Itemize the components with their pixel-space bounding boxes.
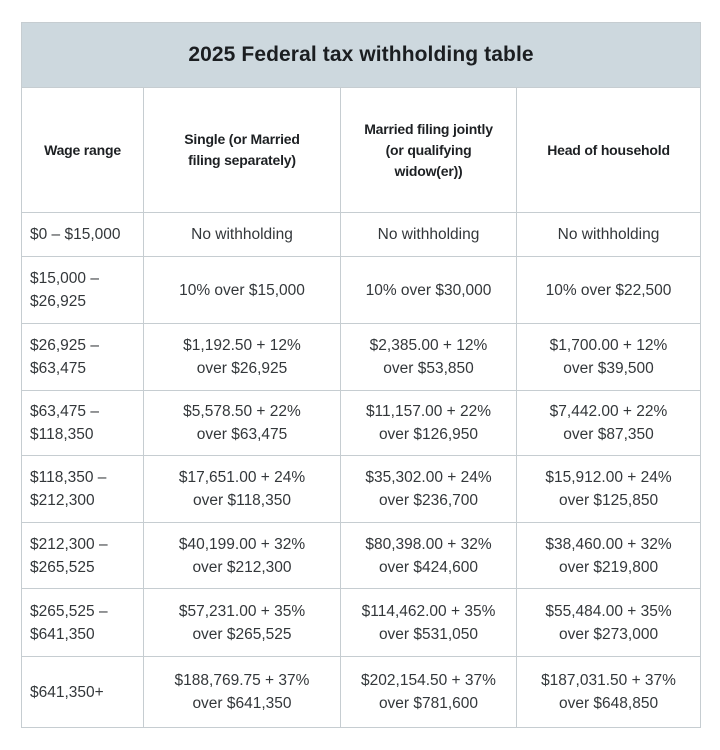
table-row: $63,475 – $118,350 $5,578.50 + 22% over …: [21, 390, 702, 456]
table-title: 2025 Federal tax withholding table: [20, 22, 702, 88]
table-title-row: 2025 Federal tax withholding table: [20, 22, 702, 88]
head-of-household-cell: $55,484.00 + 35% over $273,000: [515, 588, 702, 657]
head-of-household-cell: 10% over $22,500: [515, 256, 702, 324]
married-jointly-cell: No withholding: [340, 212, 517, 257]
table-row: $212,300 – $265,525 $40,199.00 + 32% ove…: [21, 522, 702, 589]
married-jointly-cell: $2,385.00 + 12% over $53,850: [340, 323, 517, 391]
single-cell: 10% over $15,000: [143, 256, 341, 324]
wage-range-cell: $212,300 – $265,525: [21, 522, 144, 589]
table-row: $265,525 – $641,350 $57,231.00 + 35% ove…: [21, 588, 702, 657]
married-jointly-cell: $114,462.00 + 35% over $531,050: [340, 588, 517, 657]
single-cell: No withholding: [143, 212, 341, 257]
single-cell: $1,192.50 + 12% over $26,925: [143, 323, 341, 391]
column-header-wage-range: Wage range: [21, 87, 144, 213]
single-cell: $188,769.75 + 37% over $641,350: [143, 656, 341, 728]
table-row: $15,000 – $26,925 10% over $15,000 10% o…: [21, 256, 702, 324]
wage-range-cell: $26,925 – $63,475: [21, 323, 144, 391]
single-cell: $40,199.00 + 32% over $212,300: [143, 522, 341, 589]
head-of-household-cell: $15,912.00 + 24% over $125,850: [515, 455, 702, 523]
column-header-single: Single (or Married filing separately): [143, 87, 341, 213]
table-row: $118,350 – $212,300 $17,651.00 + 24% ove…: [21, 455, 702, 523]
head-of-household-cell: No withholding: [515, 212, 702, 257]
married-jointly-cell: $202,154.50 + 37% over $781,600: [340, 656, 517, 728]
head-of-household-cell: $38,460.00 + 32% over $219,800: [515, 522, 702, 589]
head-of-household-cell: $7,442.00 + 22% over $87,350: [515, 390, 702, 456]
column-header-head-of-household: Head of household: [515, 87, 702, 213]
married-jointly-cell: $80,398.00 + 32% over $424,600: [340, 522, 517, 589]
wage-range-cell: $15,000 – $26,925: [21, 256, 144, 324]
table-row: $26,925 – $63,475 $1,192.50 + 12% over $…: [21, 323, 702, 391]
head-of-household-cell: $1,700.00 + 12% over $39,500: [515, 323, 702, 391]
tax-table-container: 2025 Federal tax withholding table Wage …: [20, 22, 702, 728]
table-row: $0 – $15,000 No withholding No withholdi…: [21, 212, 702, 257]
married-jointly-cell: $35,302.00 + 24% over $236,700: [340, 455, 517, 523]
married-jointly-cell: $11,157.00 + 22% over $126,950: [340, 390, 517, 456]
head-of-household-cell: $187,031.50 + 37% over $648,850: [515, 656, 702, 728]
table-row: $641,350+ $188,769.75 + 37% over $641,35…: [21, 656, 702, 728]
married-jointly-cell: 10% over $30,000: [340, 256, 517, 324]
single-cell: $17,651.00 + 24% over $118,350: [143, 455, 341, 523]
wage-range-cell: $0 – $15,000: [21, 212, 144, 257]
column-header-married-jointly: Married filing jointly (or qualifying wi…: [340, 87, 517, 213]
wage-range-cell: $118,350 – $212,300: [21, 455, 144, 523]
single-cell: $57,231.00 + 35% over $265,525: [143, 588, 341, 657]
wage-range-cell: $641,350+: [21, 656, 144, 728]
table-header-row: Wage range Single (or Married filing sep…: [21, 87, 702, 213]
tax-withholding-table: 2025 Federal tax withholding table Wage …: [20, 22, 702, 728]
single-cell: $5,578.50 + 22% over $63,475: [143, 390, 341, 456]
wage-range-cell: $63,475 – $118,350: [21, 390, 144, 456]
wage-range-cell: $265,525 – $641,350: [21, 588, 144, 657]
